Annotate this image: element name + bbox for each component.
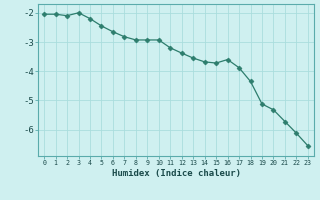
X-axis label: Humidex (Indice chaleur): Humidex (Indice chaleur): [111, 169, 241, 178]
